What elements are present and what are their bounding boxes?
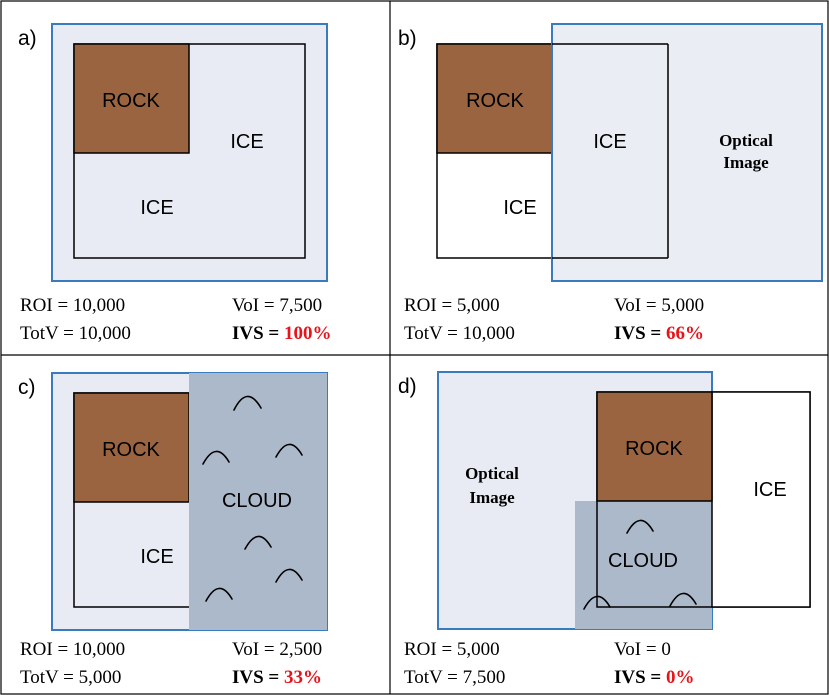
panel-a-letter: a) [18, 27, 37, 50]
panel-d-cloud-label: CLOUD [608, 550, 678, 572]
panel-b-totv: TotV = 10,000 [404, 323, 515, 344]
cloud-mark [202, 450, 230, 465]
panel-d-ice-label: ICE [753, 479, 786, 501]
panel-c-ivs-value: 33% [284, 667, 322, 688]
cloud-mark [205, 587, 233, 602]
cloud-mark [275, 568, 303, 583]
cloud-mark [275, 443, 303, 458]
panel-a-ice-label-bottom: ICE [140, 197, 173, 219]
panel-c-totv: TotV = 5,000 [20, 667, 121, 688]
panel-b-rock-label: ROCK [466, 90, 524, 112]
panel-c-ivs: IVS = 33% [232, 667, 322, 688]
panel-d-rock-region [596, 391, 713, 502]
panel-c-cloud-marks [202, 395, 303, 602]
panel-d-ivs: IVS = 0% [614, 667, 695, 688]
panel-b-rock-region [436, 43, 553, 154]
panel-b-roi: ROI = 5,000 [404, 295, 500, 316]
cloud-mark [583, 595, 611, 610]
cloud-mark [669, 592, 697, 607]
panel-d-cloud-marks [583, 519, 697, 610]
panel-c: c) ROCK ICE CLOUD ROI = 10,000 TotV = 5,… [18, 372, 328, 688]
cloud-mark [244, 535, 272, 550]
panel-a-rock-label: ROCK [102, 90, 160, 112]
panel-d-ivs-value: 0% [666, 667, 695, 688]
panel-c-rock-label: ROCK [102, 439, 160, 461]
panel-b-ivs-value: 66% [666, 323, 704, 344]
panel-d-ivs-prefix: IVS = [614, 667, 666, 688]
panel-a-roi: ROI = 10,000 [20, 295, 125, 316]
panel-d-roi: ROI = 5,000 [404, 639, 500, 660]
panel-c-cloud-label: CLOUD [222, 490, 292, 512]
panel-c-letter: c) [18, 376, 36, 399]
panel-c-cloud-region [189, 373, 327, 630]
cloud-mark [233, 395, 262, 411]
panel-c-ivs-prefix: IVS = [232, 667, 284, 688]
panel-c-ice-label: ICE [140, 546, 173, 568]
panel-b-voi: VoI = 5,000 [614, 295, 704, 316]
panel-b-optical-line2: Image [723, 153, 769, 172]
panel-d: d) ROCK ICE CLOUD Optical Image ROI = 5,… [398, 371, 811, 688]
panel-d-totv: TotV = 7,500 [404, 667, 505, 688]
panel-b-ice-label-bottom: ICE [503, 197, 536, 219]
panel-a-ivs: IVS = 100% [232, 323, 332, 344]
panel-a-ivs-value: 100% [284, 323, 332, 344]
panel-d-ice-region [711, 391, 811, 608]
panel-b-optical-line1: Optical [719, 131, 773, 150]
panel-a-voi: VoI = 7,500 [232, 295, 322, 316]
panel-c-roi: ROI = 10,000 [20, 639, 125, 660]
panel-b-ice-label-center: ICE [593, 131, 626, 153]
panel-d-rock-label: ROCK [625, 438, 683, 460]
panel-a-totv: TotV = 10,000 [20, 323, 131, 344]
cloud-mark [626, 519, 654, 534]
panel-b: b) ROCK ICE ICE Optical Image ROI = 5,00… [398, 23, 823, 344]
panel-b-ivs: IVS = 66% [614, 323, 704, 344]
panel-a-ivs-prefix: IVS = [232, 323, 284, 344]
panel-a-ice-label-right: ICE [230, 131, 263, 153]
panel-c-rock-region [73, 392, 190, 503]
panel-b-ivs-prefix: IVS = [614, 323, 666, 344]
panel-b-letter: b) [398, 27, 417, 50]
panel-b-optical-image [551, 23, 823, 282]
panel-d-optical-line2: Image [469, 488, 515, 507]
panel-a: a) ROCK ICE ICE ROI = 10,000 TotV = 10,0… [18, 23, 332, 344]
panel-d-letter: d) [398, 375, 417, 398]
panel-a-rock-region [73, 43, 190, 154]
panel-d-voi: VoI = 0 [614, 639, 671, 660]
panel-d-optical-line1: Optical [465, 464, 519, 483]
panel-c-voi: VoI = 2,500 [232, 639, 322, 660]
